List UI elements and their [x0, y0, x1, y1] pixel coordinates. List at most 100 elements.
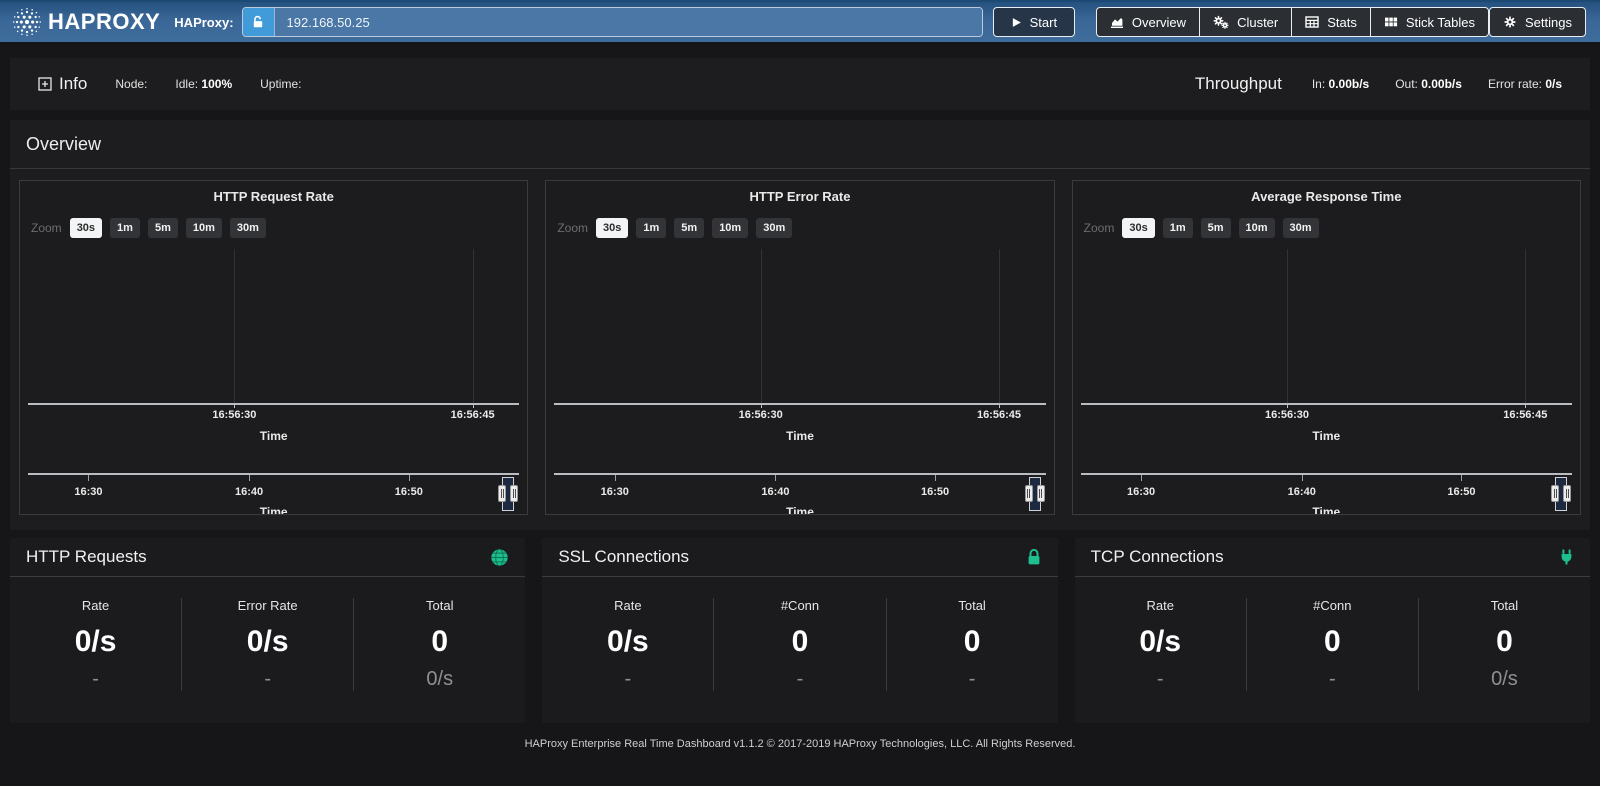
zoom-label: Zoom [557, 221, 589, 235]
stat-cards-row: HTTP Requests Rate 0/s - Error Rate 0/s … [10, 538, 1590, 723]
stat-rate: Rate 0/s - [542, 598, 713, 691]
card-ssl-connections: SSL Connections Rate 0/s - #Conn 0 - Tot… [542, 538, 1058, 723]
navigator-handle-left[interactable] [1024, 485, 1033, 502]
card-body: Rate 0/s - #Conn 0 - Total 0 0/s [1075, 577, 1590, 701]
gears-icon [1213, 15, 1229, 29]
x-tick-label: 16:56:45 [450, 409, 495, 421]
navigator-tick [1461, 475, 1463, 481]
zoom-option-10m[interactable]: 10m [185, 218, 222, 238]
card-http-requests: HTTP Requests Rate 0/s - Error Rate 0/s … [10, 538, 526, 723]
zoom-option-30s[interactable]: 30s [1122, 218, 1155, 238]
tab-stats-label: Stats [1327, 14, 1357, 30]
globe-icon [490, 548, 509, 567]
stat-label: #Conn [1313, 598, 1352, 613]
zoom-option-1m[interactable]: 1m [1162, 218, 1193, 238]
haproxy-logo: HAPROXY [12, 7, 160, 37]
gridline [234, 249, 236, 403]
x-axis-labels: 16:56:30 16:56:45 [28, 409, 519, 424]
error-rate: Error rate: 0/s [1488, 77, 1562, 91]
navigator-handle-right[interactable] [1563, 485, 1571, 502]
tab-stick-tables[interactable]: Stick Tables [1369, 7, 1490, 37]
uptime-field: Uptime: [260, 77, 301, 91]
tab-overview[interactable]: Overview [1095, 7, 1201, 37]
gridline [472, 249, 474, 403]
axis-tick [1287, 403, 1289, 408]
throughput-group: Throughput In: 0.00b/s Out: 0.00b/s Erro… [1195, 74, 1562, 94]
zoom-option-30m[interactable]: 30m [229, 218, 266, 238]
navigator-tick [249, 475, 251, 481]
gridline [998, 249, 1000, 403]
stat-total: Total 0 - [885, 598, 1058, 691]
navigator-axis-title: Time [1312, 505, 1341, 515]
idle-label: Idle: [175, 77, 199, 91]
chart-title: Average Response Time [1251, 189, 1402, 204]
uptime-label: Uptime: [260, 77, 302, 91]
stat-value: 0/s [74, 625, 117, 658]
axis-tick [472, 403, 474, 408]
stat-label: Rate [81, 598, 110, 613]
x-axis-labels: 16:56:30 16:56:45 [554, 409, 1045, 424]
zoom-option-30s[interactable]: 30s [69, 218, 103, 238]
navigator-handle-left[interactable] [498, 485, 507, 502]
zoom-selector: Zoom 30s 1m 5m 10m 30m [557, 217, 1053, 239]
navbar: HAPROXY HAProxy: Start Overview [0, 0, 1600, 42]
tab-cluster[interactable]: Cluster [1199, 7, 1293, 37]
zoom-option-10m[interactable]: 10m [712, 218, 749, 238]
navigator-handle-right[interactable] [1036, 485, 1045, 502]
stat-sub-value: - [264, 668, 271, 690]
info-title[interactable]: Info [38, 74, 87, 94]
tab-stick-tables-label: Stick Tables [1405, 14, 1476, 30]
tab-overview-label: Overview [1131, 14, 1187, 30]
zoom-option-1m[interactable]: 1m [110, 218, 140, 238]
range-navigator[interactable]: 16:30 16:40 16:50 Time [1080, 473, 1572, 515]
zoom-option-5m[interactable]: 5m [674, 218, 705, 238]
in-label: In: [1311, 77, 1326, 91]
zoom-option-30s[interactable]: 30s [596, 218, 629, 238]
stat-label: Error Rate [237, 598, 298, 613]
stat-value: 0/s [246, 625, 289, 658]
zoom-option-1m[interactable]: 1m [636, 218, 667, 238]
throughput-in: In: 0.00b/s [1312, 77, 1369, 91]
chart-area-icon [1110, 15, 1124, 29]
stat-sub-value: - [624, 668, 632, 690]
zoom-option-30m[interactable]: 30m [1282, 218, 1319, 238]
chart-plot-area [28, 249, 520, 408]
stat-value: 0/s [1139, 625, 1182, 658]
stat-rate: Rate 0/s - [10, 598, 181, 691]
axis-tick [998, 403, 1000, 408]
lock-toggle-button[interactable] [242, 8, 275, 36]
navigator-handle-right[interactable] [510, 485, 519, 502]
info-left: Info Node: Idle: 100% Uptime: [38, 74, 301, 94]
stat-label: Total [1490, 598, 1519, 613]
start-button[interactable]: Start [992, 7, 1075, 37]
haproxy-dots-logo-icon [12, 7, 42, 37]
range-navigator[interactable]: 16:30 16:40 16:50 Time [28, 473, 520, 514]
error-rate-label: Error rate: [1487, 77, 1542, 91]
stat-value: 0 [791, 625, 809, 658]
view-switcher: Overview Cluster [1095, 7, 1490, 37]
stat-sub-value: - [92, 668, 99, 690]
zoom-option-5m[interactable]: 5m [1200, 218, 1231, 238]
host-input-group [241, 7, 983, 37]
idle-value: 100% [201, 77, 233, 91]
stat-value: 0 [431, 625, 449, 658]
start-button-label: Start [1029, 14, 1058, 30]
settings-button[interactable]: Settings [1489, 7, 1586, 37]
range-navigator[interactable]: 16:30 16:40 16:50 Time [554, 473, 1046, 514]
out-label: Out: [1395, 77, 1418, 91]
navigator-handle-left[interactable] [1551, 485, 1559, 502]
zoom-option-10m[interactable]: 10m [1238, 218, 1275, 238]
x-tick-label: 16:56:45 [976, 409, 1021, 421]
tab-stats[interactable]: Stats [1291, 7, 1371, 37]
chart-http-request-rate: HTTP Request Rate Zoom 30s 1m 5m 10m 30m… [19, 180, 529, 515]
stat-label: Total [426, 598, 454, 613]
zoom-option-5m[interactable]: 5m [147, 218, 178, 238]
gridline [760, 249, 762, 403]
host-address-input[interactable] [274, 8, 982, 36]
chart-http-error-rate: HTTP Error Rate Zoom 30s 1m 5m 10m 30m 1… [545, 180, 1055, 515]
navigator-tick [88, 475, 90, 481]
navigator-tick-label: 16:40 [235, 486, 264, 498]
throughput-title: Throughput [1194, 74, 1282, 93]
zoom-selector: Zoom 30s 1m 5m 10m 30m [1084, 217, 1580, 239]
zoom-option-30m[interactable]: 30m [756, 218, 793, 238]
